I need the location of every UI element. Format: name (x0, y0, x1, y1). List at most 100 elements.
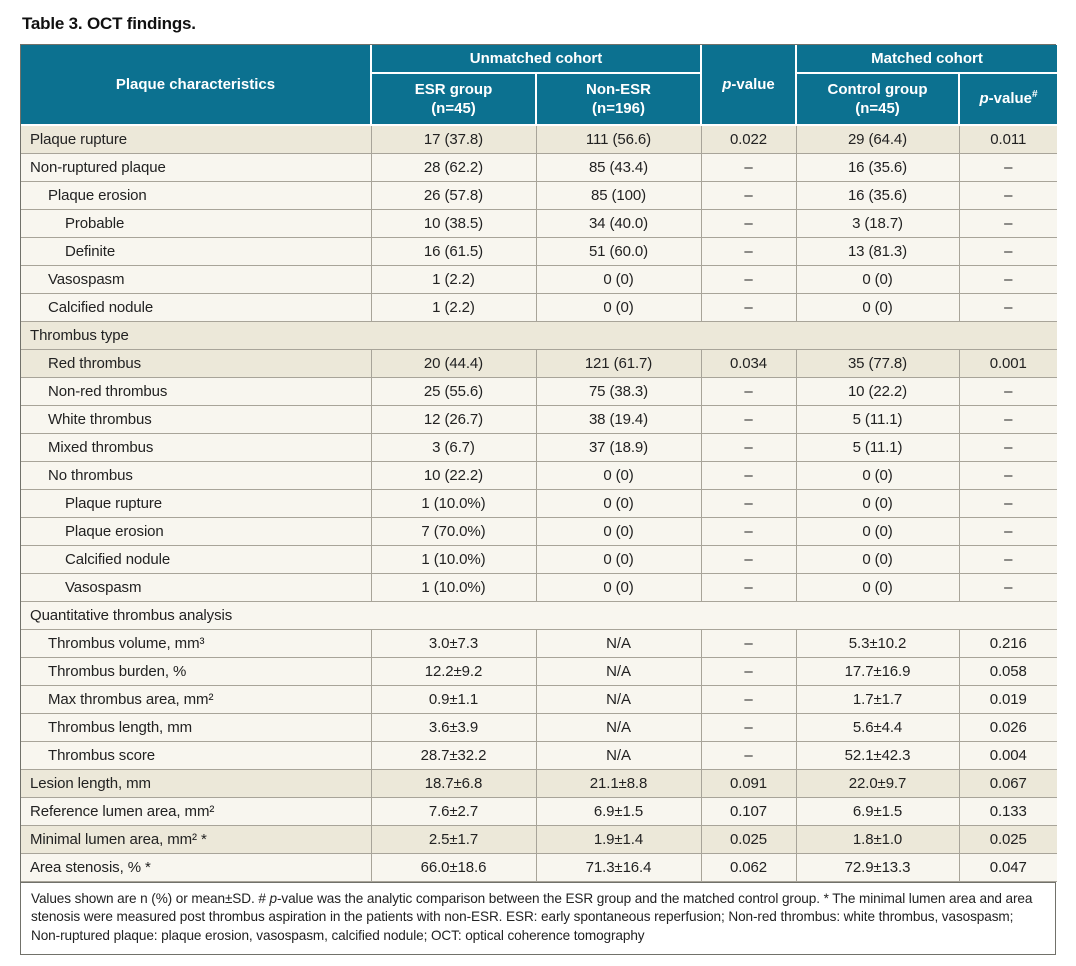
cell-esr-group: 28.7±32.2 (370, 740, 537, 770)
cell-p-value: – (700, 488, 797, 518)
table-row: Max thrombus area, mm² 0.9±1.1 N/A –1.7±1.7… (21, 684, 1058, 714)
cell-p-value: – (700, 544, 797, 574)
cell-esr-group: 16 (61.5) (370, 236, 537, 266)
cell-p-value-matched: 0.133 (958, 796, 1058, 826)
row-label: Calcified nodule (21, 292, 372, 322)
table-row: Thrombus volume, mm³ 3.0±7.3 N/A –5.3±10.2 0… (21, 628, 1058, 658)
table-row: Mixed thrombus 3 (6.7) 37 (18.9) –5 (11.1) – (21, 432, 1058, 462)
cell-p-value-matched: 0.004 (958, 740, 1058, 770)
cell-p-value: – (700, 516, 797, 546)
cell-non-esr: N/A (535, 740, 702, 770)
cell-p-value: – (700, 376, 797, 406)
table-row: Plaque erosion 7 (70.0%) 0 (0) –0 (0) – (21, 516, 1058, 546)
table-row: Vasospasm 1 (10.0%) 0 (0) –0 (0) – (21, 572, 1058, 602)
table-header: Plaque characteristics Unmatched cohort … (21, 45, 1058, 126)
cell-esr-group: 10 (38.5) (370, 208, 537, 238)
row-label: Lesion length, mm (21, 768, 372, 798)
cell-p-value: – (700, 740, 797, 770)
cell-non-esr: 85 (43.4) (535, 152, 702, 182)
cell-control-group: 0 (0) (795, 460, 960, 490)
cell-non-esr: 75 (38.3) (535, 376, 702, 406)
cell-control-group: 16 (35.6) (795, 152, 960, 182)
cell-control-group: 16 (35.6) (795, 180, 960, 210)
cell-p-value: 0.091 (700, 768, 797, 798)
cell-control-group: 0 (0) (795, 516, 960, 546)
cell-control-group: 5 (11.1) (795, 432, 960, 462)
cell-p-value-matched: – (958, 180, 1058, 210)
cell-p-value-matched: – (958, 488, 1058, 518)
cell-control-group: 0 (0) (795, 264, 960, 294)
cell-control-group: 1.7±1.7 (795, 684, 960, 714)
cell-non-esr: 85 (100) (535, 180, 702, 210)
cell-p-value: – (700, 684, 797, 714)
cell-esr-group: 12.2±9.2 (370, 656, 537, 686)
cell-esr-group: 2.5±1.7 (370, 824, 537, 854)
row-label: Probable (21, 208, 372, 238)
cell-control-group: 72.9±13.3 (795, 852, 960, 882)
cell-control-group: 5.3±10.2 (795, 628, 960, 658)
footnote-text: Values shown are n (%) or mean±SD. # (31, 890, 270, 906)
cell-esr-group: 28 (62.2) (370, 152, 537, 182)
cell-esr-group: 18.7±6.8 (370, 768, 537, 798)
table-row: Non-red thrombus 25 (55.6) 75 (38.3) –10 (2… (21, 376, 1058, 406)
cell-non-esr: 0 (0) (535, 292, 702, 322)
row-label: Plaque rupture (21, 488, 372, 518)
row-label: Thrombus length, mm (21, 712, 372, 742)
cell-p-value: – (700, 152, 797, 182)
oct-findings-table: Plaque characteristics Unmatched cohort … (20, 44, 1058, 955)
header-sub-row: ESR group (n=45) Non-ESR (n=196) Control g… (21, 72, 1058, 126)
cell-p-value-matched: 0.058 (958, 656, 1058, 686)
cell-control-group: 1.8±1.0 (795, 824, 960, 854)
cell-p-value: – (700, 712, 797, 742)
cell-control-group: 10 (22.2) (795, 376, 960, 406)
cell-control-group: 0 (0) (795, 544, 960, 574)
row-label: Plaque erosion (21, 180, 372, 210)
cell-esr-group: 1 (10.0%) (370, 572, 537, 602)
row-label: Thrombus score (21, 740, 372, 770)
footnote-text-rest: -value was the analytic comparison betwe… (31, 890, 1033, 944)
cell-p-value-matched: – (958, 236, 1058, 266)
cell-p-value: 0.022 (700, 124, 797, 154)
cell-p-value: – (700, 404, 797, 434)
section-label: Thrombus type (21, 320, 1058, 350)
cell-p-value: – (700, 432, 797, 462)
cell-non-esr: N/A (535, 684, 702, 714)
header-esr-group: ESR group (n=45) (370, 72, 537, 126)
row-label: No thrombus (21, 460, 372, 490)
table-row: Thrombus burden, % 12.2±9.2 N/A –17.7±16.9 0… (21, 656, 1058, 686)
cell-p-value-matched: 0.216 (958, 628, 1058, 658)
cell-esr-group: 1 (2.2) (370, 264, 537, 294)
cell-p-value-matched: – (958, 572, 1058, 602)
cell-esr-group: 3.0±7.3 (370, 628, 537, 658)
cell-p-value: 0.107 (700, 796, 797, 826)
table-title: Table 3. OCT findings. (22, 14, 196, 33)
cell-esr-group: 26 (57.8) (370, 180, 537, 210)
cell-p-value: – (700, 572, 797, 602)
row-label: Non-ruptured plaque (21, 152, 372, 182)
cell-control-group: 13 (81.3) (795, 236, 960, 266)
cell-esr-group: 0.9±1.1 (370, 684, 537, 714)
section-label: Quantitative thrombus analysis (21, 600, 1058, 630)
cell-p-value: 0.034 (700, 348, 797, 378)
cell-esr-group: 7 (70.0%) (370, 516, 537, 546)
cell-p-value-matched: 0.011 (958, 124, 1058, 154)
table-row: Definite 16 (61.5) 51 (60.0) –13 (81.3) – (21, 236, 1058, 266)
cell-esr-group: 17 (37.8) (370, 124, 537, 154)
cell-control-group: 22.0±9.7 (795, 768, 960, 798)
cell-non-esr: N/A (535, 656, 702, 686)
cell-p-value-matched: 0.025 (958, 824, 1058, 854)
cell-non-esr: 0 (0) (535, 544, 702, 574)
table-row: Plaque rupture 17 (37.8) 111 (56.6) 0.022 29… (21, 124, 1058, 154)
cell-p-value-matched: 0.067 (958, 768, 1058, 798)
cell-control-group: 5.6±4.4 (795, 712, 960, 742)
footnote-p-italic: p (269, 890, 278, 906)
section-row: Quantitative thrombus analysis (21, 600, 1058, 630)
section-row: Thrombus type (21, 320, 1058, 350)
cell-p-value: – (700, 628, 797, 658)
cell-control-group: 17.7±16.9 (795, 656, 960, 686)
cell-esr-group: 10 (22.2) (370, 460, 537, 490)
table-row: Red thrombus 20 (44.4) 121 (61.7) 0.034 35 (… (21, 348, 1058, 378)
cell-non-esr: 6.9±1.5 (535, 796, 702, 826)
cell-p-value-matched: – (958, 264, 1058, 294)
cell-esr-group: 12 (26.7) (370, 404, 537, 434)
